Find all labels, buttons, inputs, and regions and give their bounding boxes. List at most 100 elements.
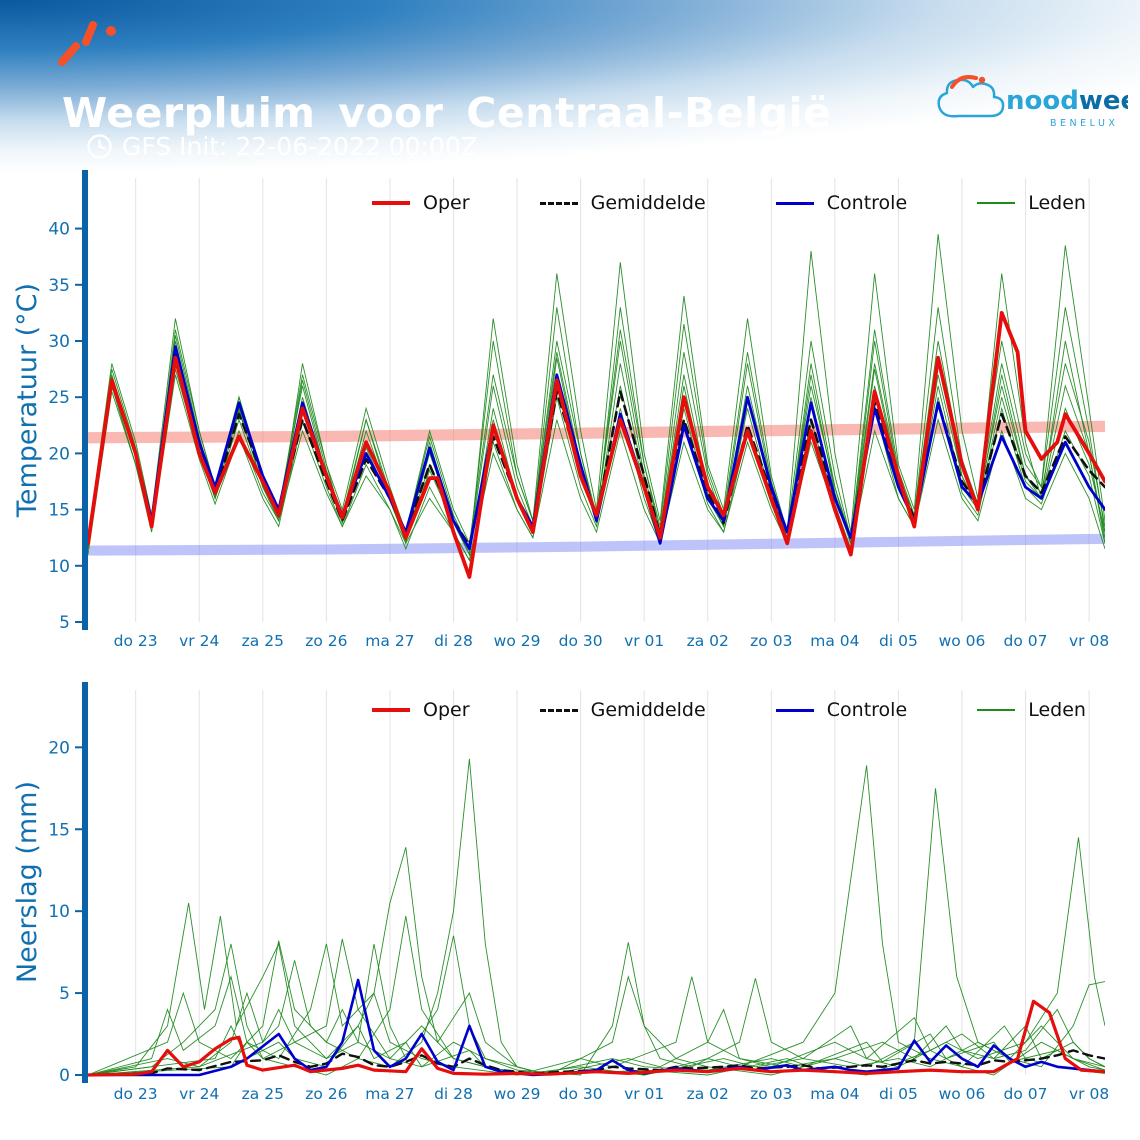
- x-tick-label: zo 03: [750, 1085, 792, 1103]
- series-gemiddelde: [88, 1049, 1105, 1077]
- member-line: [88, 1024, 1105, 1076]
- x-tick-label: zo 26: [305, 632, 347, 650]
- legend-label: Leden: [1028, 699, 1086, 721]
- y-tick-label: 10: [48, 557, 70, 577]
- x-tick-label: do 30: [559, 632, 603, 650]
- legend-item-leden: Leden: [977, 699, 1086, 721]
- y-tick-label: 0: [59, 1066, 70, 1086]
- member-line: [88, 788, 1105, 1076]
- logo-wordmark: noodweer: [1006, 86, 1128, 116]
- legend-item-gemiddelde: Gemiddelde: [539, 192, 706, 214]
- x-tick-label: wo 29: [494, 632, 541, 650]
- legend-label: Gemiddelde: [590, 192, 706, 214]
- x-tick-label: ma 04: [810, 1085, 859, 1103]
- legend-sample-line: [372, 708, 410, 712]
- y-tick-label: 25: [48, 388, 70, 408]
- legend-sample-line: [775, 708, 814, 712]
- y-tick-label: 15: [48, 820, 70, 840]
- init-row: GFS Init: 22-06-2022 00:00Z: [86, 132, 478, 161]
- x-tick-label: wo 06: [939, 1085, 986, 1103]
- x-tick-label: do 23: [114, 1085, 158, 1103]
- temperature-chart: 5 10 15 20 25 30 35 40 do 23 vr 24 za 25 zo 26 ma 27…: [12, 170, 1109, 650]
- series-controle: [88, 345, 1105, 551]
- x-tick-label: za 02: [687, 1085, 729, 1103]
- y-axis-title: Temperatuur (°C): [12, 283, 43, 518]
- page-title: Weerpluim voor Centraal-België: [62, 89, 832, 138]
- x-tick-label: di 28: [434, 1085, 473, 1103]
- legend-label: Leden: [1028, 192, 1086, 214]
- x-tick-label: di 28: [434, 632, 473, 650]
- legend-label: Oper: [423, 192, 470, 214]
- x-tick-label: do 07: [1004, 1085, 1048, 1103]
- x-tick-label: vr 08: [1069, 632, 1109, 650]
- y-tick-label: 5: [59, 613, 70, 633]
- x-tick-label: vr 01: [624, 1085, 664, 1103]
- y-axis-spine: [82, 682, 88, 1083]
- series-oper: [88, 310, 1105, 579]
- x-tick-label: wo 29: [494, 1085, 541, 1103]
- legend-item-leden: Leden: [977, 192, 1086, 214]
- y-tick-label: 15: [48, 501, 70, 521]
- x-tick-label: za 25: [242, 1085, 284, 1103]
- legend-item-oper: Oper: [372, 192, 470, 214]
- legend-sample-line: [372, 201, 410, 205]
- x-tick-label: ma 27: [365, 1085, 414, 1103]
- x-tick-label: vr 24: [179, 632, 219, 650]
- sun-icon: [950, 75, 986, 89]
- y-tick-label: 20: [48, 444, 70, 464]
- logo-tagline: BENELUX: [1050, 118, 1118, 129]
- noodweer-logo: noodweer BENELUX: [937, 75, 1128, 129]
- x-tick-label: vr 24: [179, 1085, 219, 1103]
- x-tick-label: do 07: [1004, 632, 1048, 650]
- precipitation-chart: 0 5 10 15 20 do 23 vr 24 za 25 zo 26 ma 27 di 28 wo…: [12, 682, 1109, 1103]
- y-tick-label: 35: [48, 276, 70, 296]
- legend-sample-line: [977, 709, 1016, 711]
- legend-item-gemiddelde: Gemiddelde: [539, 699, 706, 721]
- y-tick-label: 20: [48, 738, 70, 758]
- member-line: [88, 368, 1105, 562]
- legend-item-controle: Controle: [775, 192, 908, 214]
- legend-item-controle: Controle: [775, 699, 908, 721]
- temperature-legend: Oper Gemiddelde Controle Leden: [372, 192, 1086, 214]
- y-axis-title: Neerslag (mm): [12, 781, 43, 983]
- legend-item-oper: Oper: [372, 699, 470, 721]
- legend-label: Controle: [826, 192, 908, 214]
- x-tick-label: za 25: [242, 632, 284, 650]
- clock-icon: [87, 134, 112, 159]
- legend-sample-line: [539, 708, 578, 712]
- legend-sample-line: [539, 201, 578, 205]
- y-tick-label: 40: [48, 220, 70, 240]
- x-tick-label: vr 08: [1069, 1085, 1109, 1103]
- member-line: [88, 935, 1105, 1076]
- init-label: GFS Init: 22-06-2022 00:00Z: [122, 132, 478, 161]
- y-tick-label: 10: [48, 902, 70, 922]
- legend-label: Gemiddelde: [590, 699, 706, 721]
- y-tick-label: 5: [59, 984, 70, 1004]
- x-tick-label: ma 04: [810, 632, 859, 650]
- plot-area: [88, 758, 1105, 1077]
- member-line: [88, 234, 1105, 545]
- x-tick-label: do 30: [559, 1085, 603, 1103]
- legend-label: Oper: [423, 699, 470, 721]
- y-axis-spine: [82, 170, 88, 630]
- spark-icon: [58, 21, 116, 66]
- legend-label: Controle: [826, 699, 908, 721]
- x-tick-label: di 05: [879, 1085, 918, 1103]
- legend-sample-line: [977, 202, 1016, 204]
- x-tick-label: zo 26: [305, 1085, 347, 1103]
- x-tick-label: wo 06: [939, 632, 986, 650]
- member-line: [88, 374, 1105, 562]
- member-line: [88, 765, 1105, 1076]
- x-tick-label: zo 03: [750, 632, 792, 650]
- x-tick-label: ma 27: [365, 632, 414, 650]
- y-tick-label: 30: [48, 332, 70, 352]
- member-line: [88, 837, 1105, 1076]
- cloud-icon: [937, 78, 1005, 118]
- precipitation-legend: Oper Gemiddelde Controle Leden: [372, 699, 1086, 721]
- climatology-min-band: [88, 533, 1105, 556]
- legend-sample-line: [775, 201, 814, 205]
- series-oper: [88, 999, 1105, 1077]
- member-line: [88, 758, 1105, 1076]
- x-tick-label: za 02: [687, 632, 729, 650]
